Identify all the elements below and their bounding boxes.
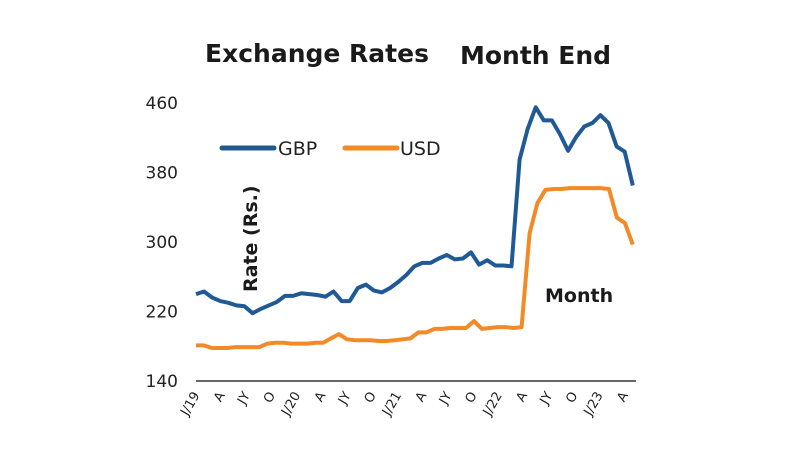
- x-tick-label: A: [614, 389, 631, 404]
- y-tick-label: 300: [146, 233, 178, 253]
- x-tick-label: A: [211, 389, 228, 404]
- x-tick-label: A: [312, 389, 329, 404]
- x-tick-label: JY: [335, 389, 354, 408]
- x-tick-label: O: [362, 390, 380, 406]
- x-tick-label: J/21: [379, 390, 405, 420]
- x-tick-label: O: [563, 390, 581, 406]
- x-tick-label: A: [514, 389, 531, 404]
- x-axis-label: Month: [545, 285, 613, 307]
- x-tick-label: O: [463, 390, 481, 406]
- x-tick-label: JY: [537, 389, 556, 408]
- y-axis-label: Rate (Rs.): [240, 185, 262, 292]
- x-tick-label: O: [261, 390, 279, 406]
- legend-label-usd: USD: [400, 138, 441, 160]
- y-tick-label: 220: [146, 303, 178, 323]
- x-tick-label: J/22: [480, 390, 506, 420]
- chart-subtitle: Month End: [460, 41, 611, 70]
- y-tick-label: 140: [146, 372, 178, 392]
- x-tick-label: JY: [234, 389, 253, 408]
- x-tick-label: J/19: [178, 390, 204, 420]
- series-line-usd: [196, 186, 635, 350]
- legend-label-gbp: GBP: [278, 138, 317, 160]
- y-tick-label: 460: [146, 94, 178, 114]
- x-tick-label: J/20: [278, 390, 304, 420]
- x-tick-label: JY: [436, 389, 455, 408]
- y-tick-label: 380: [146, 164, 178, 184]
- x-tick-label: A: [413, 389, 430, 404]
- x-tick-label: J/23: [581, 390, 607, 420]
- chart-title: Exchange Rates: [205, 39, 429, 68]
- series-line-gbp: [195, 105, 635, 316]
